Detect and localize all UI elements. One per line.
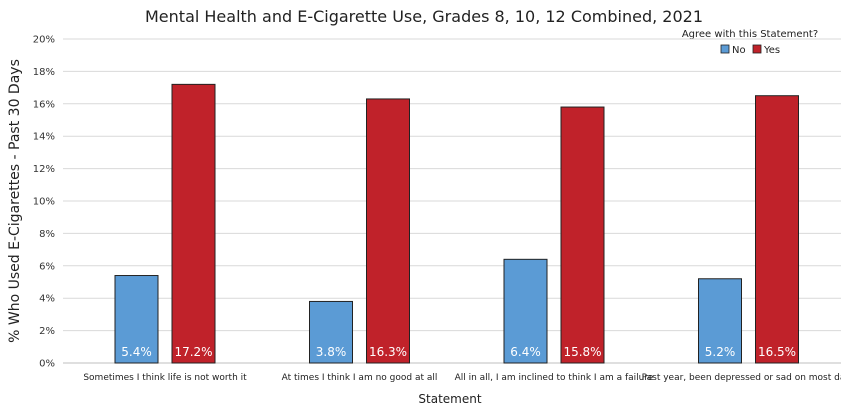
data-label: 5.2% <box>705 345 736 359</box>
data-label: 5.4% <box>121 345 152 359</box>
y-tick-label: 0% <box>39 359 55 370</box>
legend-entry-yes: Yes <box>763 45 780 56</box>
y-tick-label: 6% <box>39 261 55 272</box>
bar-yes-3 <box>560 106 605 364</box>
y-tick-label: 10% <box>33 197 55 208</box>
legend-swatch-yes <box>752 44 762 54</box>
y-axis-label: % Who Used E-Cigarettes - Past 30 Days <box>7 59 23 343</box>
bar-yes-1 <box>171 83 216 364</box>
data-label: 16.3% <box>369 345 407 359</box>
category-label: All in all, I am inclined to think I am … <box>455 373 654 383</box>
bar-no-4 <box>698 278 742 364</box>
x-axis-label: Statement <box>418 392 481 406</box>
y-tick-label: 20% <box>33 35 55 46</box>
y-tick-labels: 0% 2% 4% 6% 8% 10% 12% 14% 16% 18% 20% <box>33 35 55 370</box>
y-tick-label: 12% <box>33 164 55 175</box>
y-tick-label: 4% <box>39 294 55 305</box>
category-label: At times I think I am no good at all <box>282 373 438 383</box>
data-label: 17.2% <box>174 345 212 359</box>
category-label: Sometimes I think life is not worth it <box>83 373 247 383</box>
category-labels: Sometimes I think life is not worth it At… <box>83 373 841 383</box>
data-label: 16.5% <box>758 345 796 359</box>
data-label: 6.4% <box>510 345 541 359</box>
data-label: 3.8% <box>316 345 347 359</box>
legend-title: Agree with this Statement? <box>682 29 818 40</box>
y-tick-label: 2% <box>39 326 55 337</box>
y-tick-label: 16% <box>33 99 55 110</box>
data-label: 15.8% <box>563 345 601 359</box>
chart-title: Mental Health and E-Cigarette Use, Grade… <box>145 7 703 26</box>
y-tick-label: 14% <box>33 132 55 143</box>
y-tick-label: 8% <box>39 229 55 240</box>
data-labels: 5.4% 17.2% 3.8% 16.3% 6.4% 15.8% 5.2% 16.5% <box>121 345 796 359</box>
bar-no-2 <box>309 300 353 364</box>
bars <box>114 83 799 364</box>
bar-no-3 <box>503 258 548 364</box>
bar-yes-2 <box>366 98 410 364</box>
legend-swatch-no <box>720 44 730 54</box>
y-tick-label: 18% <box>33 67 55 78</box>
bar-no-1 <box>114 275 159 364</box>
category-label: Past year, been depressed or sad on most… <box>642 373 841 383</box>
legend: No Yes <box>720 44 780 56</box>
legend-entry-no: No <box>732 45 746 56</box>
bar-yes-4 <box>755 95 799 364</box>
